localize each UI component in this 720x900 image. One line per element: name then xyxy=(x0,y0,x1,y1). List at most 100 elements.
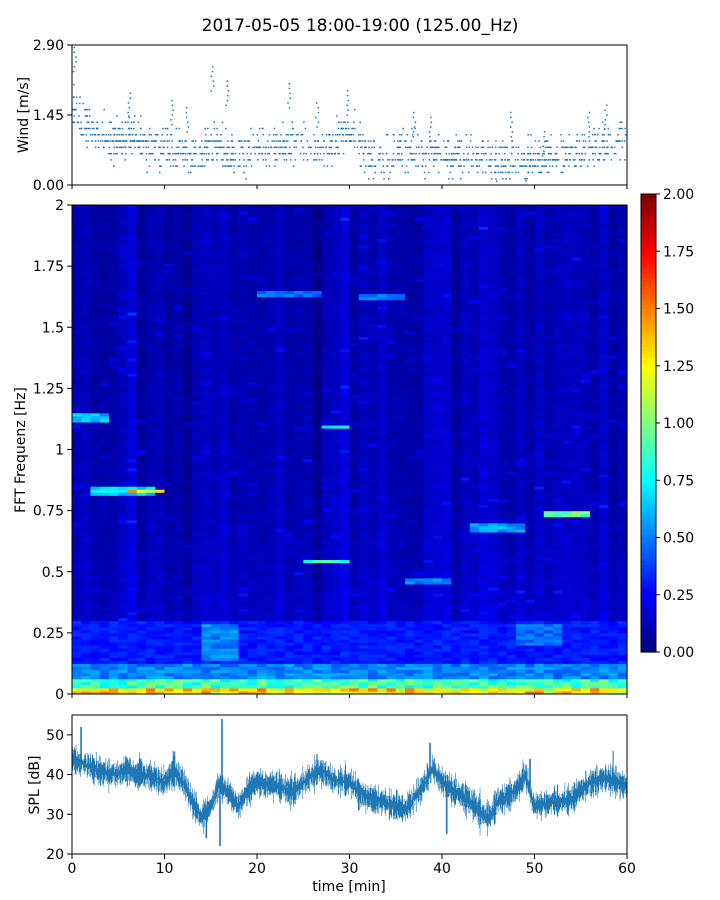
spectrogram-cell xyxy=(81,473,92,478)
spectrogram-cell xyxy=(127,611,138,616)
spectrogram-cell xyxy=(72,406,82,411)
spectrogram-cell xyxy=(109,241,119,246)
spectrogram-cell xyxy=(247,311,258,316)
spectrogram-cell xyxy=(192,574,203,579)
wind-gust-point xyxy=(212,66,214,68)
spectrogram-cell xyxy=(164,360,175,365)
spectrogram-cell xyxy=(201,336,212,340)
spectrogram-cell xyxy=(136,550,147,554)
spectrogram-cell xyxy=(99,507,110,512)
spectrogram-cell xyxy=(210,638,221,643)
wind-point xyxy=(231,146,233,149)
spectrogram-cell xyxy=(99,541,110,545)
spectrogram-cell xyxy=(183,599,193,603)
spectrogram-cell xyxy=(201,311,212,316)
spectrogram-cell xyxy=(173,253,184,258)
wind-point xyxy=(268,152,270,155)
wind-point xyxy=(146,171,148,174)
spectrogram-cell xyxy=(183,373,193,377)
spectrogram-cell xyxy=(220,308,230,313)
wind-point xyxy=(602,159,605,161)
wind-point xyxy=(507,159,509,161)
spectrogram-cell xyxy=(183,556,193,561)
wind-point xyxy=(401,152,403,155)
spectrogram-cell xyxy=(266,525,277,530)
spectrogram-cell xyxy=(201,244,212,249)
wind-point xyxy=(210,134,212,136)
spectrogram-cell xyxy=(220,587,230,591)
spectrogram-cell xyxy=(229,690,240,695)
spectrogram-cell xyxy=(164,535,175,539)
wind-point xyxy=(372,178,375,180)
wind-point xyxy=(284,146,287,149)
spectrogram-cell xyxy=(238,211,249,215)
spectrogram-cell xyxy=(173,510,184,515)
spectrogram-cell xyxy=(173,425,184,429)
spectrogram-cell xyxy=(192,235,203,240)
spectrogram-cell xyxy=(72,327,82,331)
spectrogram-cell xyxy=(118,498,129,502)
spectrogram-cell xyxy=(192,208,203,212)
spectrogram-cell xyxy=(173,281,184,285)
wind-point xyxy=(497,165,499,167)
spectrogram-cell xyxy=(155,394,166,399)
spectrogram-cell xyxy=(99,287,110,292)
spectrogram-cell xyxy=(118,272,129,276)
spectrogram-cell xyxy=(257,403,267,408)
spectrogram-cell xyxy=(266,559,277,564)
wind-point xyxy=(86,108,89,111)
spectrogram-cell xyxy=(266,354,277,359)
spectrogram-cell xyxy=(155,388,166,392)
spectrogram-cell xyxy=(220,492,230,496)
spectrogram-cell xyxy=(220,373,230,377)
spectrogram-cell xyxy=(220,333,230,337)
spectrogram-cell xyxy=(146,293,156,298)
spectrogram-cell xyxy=(183,272,193,276)
spectrogram-cell xyxy=(257,486,267,490)
wind-point xyxy=(103,134,105,136)
spectrogram-cell xyxy=(72,376,82,380)
wind-point xyxy=(618,127,620,130)
spectrogram-cell xyxy=(238,473,249,478)
spectrogram-cell xyxy=(201,373,212,377)
spectrogram-cell xyxy=(173,235,184,240)
wind-point xyxy=(140,140,142,142)
spectrogram-cell xyxy=(210,480,221,484)
spectrogram-cell xyxy=(220,220,230,224)
spectrogram-cell xyxy=(220,638,230,643)
spectrogram-cell xyxy=(164,660,175,664)
spectrogram-cell xyxy=(72,418,82,423)
spectrogram-cell xyxy=(210,385,221,389)
wind-point xyxy=(517,171,520,174)
spectrogram-cell xyxy=(229,379,240,383)
wind-point xyxy=(112,127,114,130)
spectrogram-cell xyxy=(90,556,101,561)
spectrogram-cell xyxy=(257,428,267,432)
wind-gust-point xyxy=(129,97,132,99)
spectrogram-cell xyxy=(90,562,101,567)
wind-point xyxy=(291,127,294,130)
spectrogram-cell xyxy=(173,477,184,481)
spectrogram-cell xyxy=(257,596,267,600)
spectrogram-cell xyxy=(109,275,119,279)
spectrogram-cell xyxy=(155,443,166,447)
spectrogram-cell xyxy=(109,348,119,353)
spectrogram-cell xyxy=(173,275,184,279)
spectrogram-cell xyxy=(201,541,212,545)
spectrogram-cell xyxy=(99,217,110,221)
spectrogram-cell xyxy=(146,602,156,606)
wind-point xyxy=(566,159,568,161)
wind-point xyxy=(131,134,134,136)
spectrogram-cell xyxy=(220,645,230,649)
spectrogram-cell xyxy=(127,495,138,499)
spectrogram-cell xyxy=(238,492,249,496)
wind-point xyxy=(382,165,385,167)
wind-point xyxy=(195,152,197,155)
spectrogram-cell xyxy=(210,538,221,542)
spectrogram-cell xyxy=(136,376,147,380)
wind-point xyxy=(431,146,433,149)
spectrogram-cell xyxy=(192,480,203,484)
spectrogram-cell xyxy=(81,244,92,249)
spectrogram-cell xyxy=(238,642,249,646)
spectrogram-cell xyxy=(266,617,277,622)
